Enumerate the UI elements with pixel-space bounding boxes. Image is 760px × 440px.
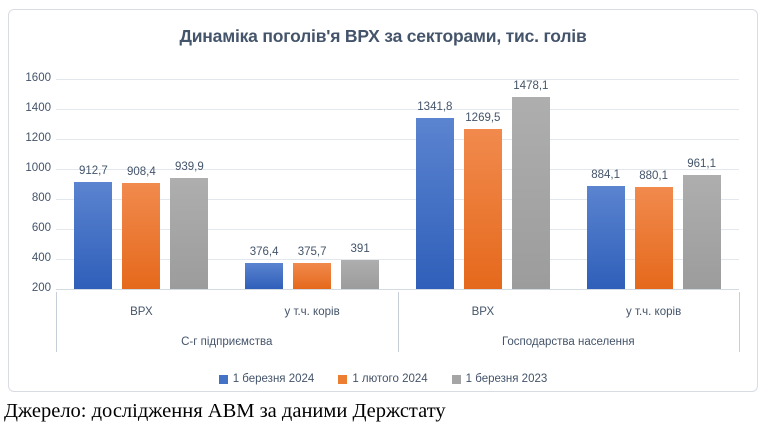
- legend-item: 1 лютого 2024: [338, 373, 428, 385]
- gridline: [56, 169, 739, 170]
- legend-swatch: [218, 374, 228, 384]
- legend-item: 1 березня 2024: [218, 373, 315, 385]
- legend: 1 березня 2024 1 лютого 2024 1 березня 202…: [9, 373, 757, 385]
- legend-swatch: [338, 374, 348, 384]
- bar: [634, 186, 673, 289]
- legend-label: 1 березня 2023: [465, 373, 548, 385]
- data-label: 939,9: [174, 161, 204, 173]
- data-label: 880,1: [639, 169, 669, 182]
- source-caption: Джерело: дослідження АВМ за даними Держс…: [4, 400, 446, 422]
- data-label: 908,4: [126, 165, 156, 178]
- subcategory-label: у т.ч. корів: [284, 306, 340, 318]
- bar: [122, 182, 161, 289]
- group-label: Господарства населення: [501, 336, 635, 348]
- bar: [341, 260, 380, 289]
- y-axis-tick: 800: [31, 192, 51, 204]
- y-axis-tick: 1200: [25, 132, 51, 144]
- bar: [511, 97, 550, 289]
- legend-label: 1 лютого 2024: [352, 373, 428, 385]
- gridline: [56, 139, 739, 140]
- data-label: 376,4: [249, 245, 279, 258]
- data-label: 1269,5: [465, 111, 501, 124]
- gridline: [56, 259, 739, 260]
- y-axis-tick: 200: [31, 282, 51, 294]
- data-label: 912,7: [78, 165, 108, 178]
- data-label: 1478,1: [513, 80, 549, 93]
- bar: [415, 117, 454, 289]
- bar: [463, 128, 502, 289]
- legend-label: 1 березня 2024: [232, 373, 315, 385]
- chart-title: Динаміка поголів'я ВРХ за секторами, тис…: [179, 26, 587, 46]
- y-axis-tick: 1600: [25, 72, 51, 84]
- y-axis-tick: 600: [31, 222, 51, 234]
- gridline: [56, 109, 739, 110]
- category-divider: [739, 292, 740, 352]
- bar: [170, 178, 209, 289]
- subcategory-label: у т.ч. корів: [626, 306, 682, 318]
- bar: [293, 262, 332, 289]
- gridline: [56, 79, 739, 80]
- data-label: 961,1: [687, 157, 717, 170]
- bar: [245, 262, 284, 289]
- y-axis-tick: 1400: [25, 102, 51, 114]
- category-divider: [56, 292, 57, 352]
- data-label: 884,1: [591, 169, 621, 182]
- y-axis-tick: 400: [31, 252, 51, 264]
- bar: [586, 186, 625, 289]
- y-axis-tick: 1000: [25, 162, 51, 174]
- bar: [682, 174, 721, 289]
- gridline: [56, 229, 739, 230]
- gridline: [56, 199, 739, 200]
- category-divider: [397, 292, 399, 352]
- data-label: 1341,8: [417, 100, 453, 113]
- subcategory-label: ВРХ: [471, 306, 495, 318]
- legend-swatch: [451, 374, 461, 384]
- gridline: [56, 289, 739, 290]
- subcategory-label: ВРХ: [130, 306, 153, 318]
- bar: [74, 182, 113, 289]
- data-label: 391: [350, 243, 370, 256]
- data-label: 375,7: [297, 245, 327, 258]
- group-label: С-г підприємства: [181, 336, 273, 348]
- legend-item: 1 березня 2023: [451, 373, 548, 385]
- chart-container: Динаміка поголів'я ВРХ за секторами, тис…: [8, 9, 758, 392]
